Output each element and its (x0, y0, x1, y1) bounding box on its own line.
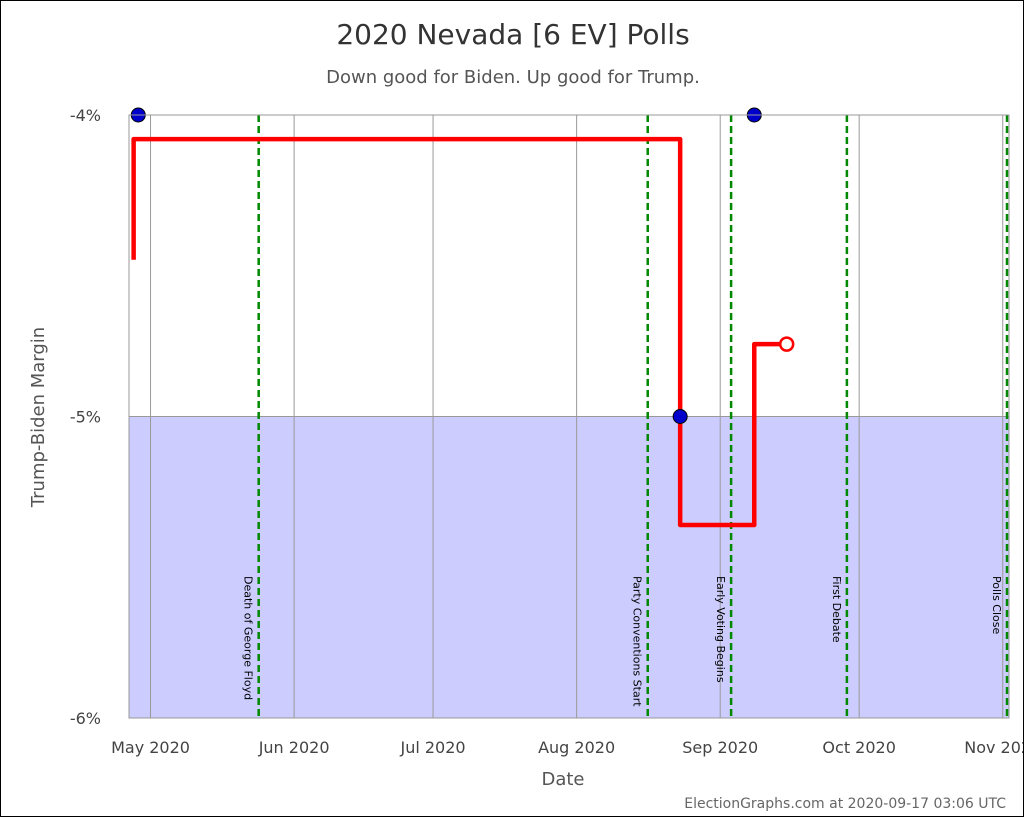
event-label: Party Conventions Start (631, 576, 644, 707)
chart-title: 2020 Nevada [6 EV] Polls (336, 18, 689, 51)
event-label: Polls Close (990, 576, 1003, 635)
average-end-point (778, 336, 795, 352)
event-markers: Death of George Floyd Party Conventions S… (242, 115, 1009, 718)
biden-favored-region (129, 416, 1009, 718)
average-line (131, 136, 787, 528)
tick-labels: May 2020 Jun 2020 Jul 2020 Aug 2020 Sep 2020… (70, 106, 1023, 757)
credit-text: ElectionGraphs.com at 2020-09-17 03:06 U… (684, 796, 1006, 812)
chart-subtitle: Down good for Biden. Up good for Trump. (326, 67, 700, 88)
x-tick-label: Jun 2020 (258, 738, 330, 757)
y-axis-label: Trump-Biden Margin (28, 327, 49, 508)
x-tick-label: Aug 2020 (538, 738, 615, 757)
x-axis-label: Date (541, 769, 584, 790)
event-label: Early Voting Begins (714, 576, 727, 683)
event-label: Death of George Floyd (242, 576, 255, 700)
poll-point (672, 409, 688, 424)
y-tick-label: -4% (70, 106, 101, 125)
x-tick-label: Nov 2020 (964, 738, 1023, 757)
event-label: First Debate (830, 576, 843, 643)
plot-border (128, 114, 1010, 719)
x-tick-label: Oct 2020 (822, 738, 895, 757)
y-tick-label: -5% (70, 408, 101, 427)
x-tick-label: Jul 2020 (399, 738, 465, 757)
series-layer (130, 107, 795, 528)
y-tick-label: -6% (70, 709, 101, 728)
x-tick-label: May 2020 (111, 738, 190, 757)
x-tick-label: Sep 2020 (682, 738, 758, 757)
